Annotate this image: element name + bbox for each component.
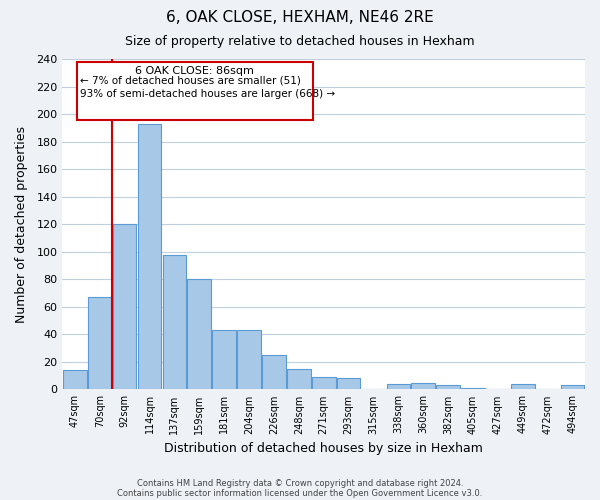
- FancyBboxPatch shape: [77, 62, 313, 120]
- Bar: [461, 388, 485, 390]
- Text: 93% of semi-detached houses are larger (668) →: 93% of semi-detached houses are larger (…: [80, 90, 335, 100]
- Bar: [262, 355, 286, 390]
- Bar: [212, 330, 236, 390]
- Text: Contains HM Land Registry data © Crown copyright and database right 2024.: Contains HM Land Registry data © Crown c…: [137, 478, 463, 488]
- Bar: [412, 382, 435, 390]
- Text: ← 7% of detached houses are smaller (51): ← 7% of detached houses are smaller (51): [80, 76, 301, 86]
- Bar: [237, 330, 261, 390]
- X-axis label: Distribution of detached houses by size in Hexham: Distribution of detached houses by size …: [164, 442, 483, 455]
- Y-axis label: Number of detached properties: Number of detached properties: [15, 126, 28, 322]
- Bar: [337, 378, 361, 390]
- Bar: [138, 124, 161, 390]
- Text: Size of property relative to detached houses in Hexham: Size of property relative to detached ho…: [125, 35, 475, 48]
- Bar: [511, 384, 535, 390]
- Bar: [187, 280, 211, 390]
- Text: 6, OAK CLOSE, HEXHAM, NE46 2RE: 6, OAK CLOSE, HEXHAM, NE46 2RE: [166, 10, 434, 25]
- Text: Contains public sector information licensed under the Open Government Licence v3: Contains public sector information licen…: [118, 488, 482, 498]
- Bar: [163, 254, 186, 390]
- Bar: [287, 369, 311, 390]
- Bar: [88, 297, 112, 390]
- Bar: [561, 386, 584, 390]
- Bar: [312, 377, 335, 390]
- Bar: [386, 384, 410, 390]
- Bar: [113, 224, 136, 390]
- Bar: [63, 370, 87, 390]
- Text: 6 OAK CLOSE: 86sqm: 6 OAK CLOSE: 86sqm: [135, 66, 254, 76]
- Bar: [436, 386, 460, 390]
